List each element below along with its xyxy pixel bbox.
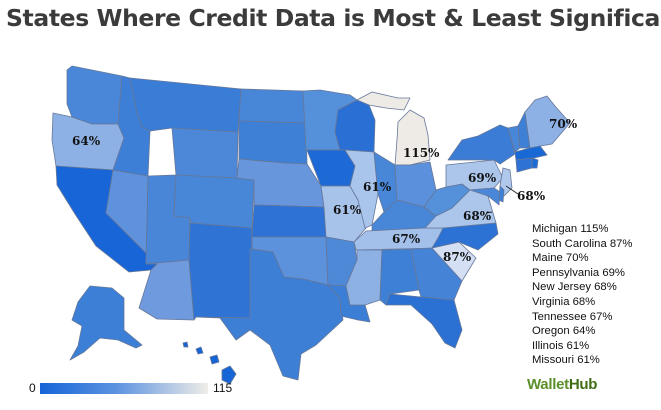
color-scale-max-label: 115 <box>213 381 233 395</box>
legend-item: Illinois 61% <box>532 339 590 352</box>
logo-text-wallet: Wallet <box>527 376 569 393</box>
map-label-new-jersey: 68% <box>517 189 546 203</box>
state-south-dakota <box>238 120 308 165</box>
state-michigan-upper <box>356 91 411 111</box>
state-north-dakota <box>238 88 307 124</box>
wallethub-logo: WalletHub <box>527 376 597 393</box>
legend-item: Virginia 68% <box>532 295 596 308</box>
state-texas <box>195 248 344 381</box>
map-label-missouri: 61% <box>333 203 362 217</box>
legend-item: Tennessee 67% <box>532 310 613 323</box>
leader-line-virginia <box>485 211 493 214</box>
legend-item: Oregon 64% <box>532 325 596 338</box>
state-hawaii-kauai <box>182 341 189 348</box>
map-label-tennessee: 67% <box>392 232 421 246</box>
state-connecticut <box>515 157 533 173</box>
map-label-maine: 70% <box>549 117 578 131</box>
state-montana <box>129 77 242 133</box>
legend-item: South Carolina 87% <box>532 237 633 250</box>
state-hawaii-oahu <box>195 346 204 355</box>
color-scale-bar <box>40 383 208 394</box>
state-kansas <box>251 204 327 238</box>
state-wyoming <box>171 127 239 179</box>
map-label-virginia: 68% <box>463 209 492 223</box>
state-alaska <box>69 285 143 361</box>
leader-line-new-jersey <box>505 185 519 195</box>
legend-item: Missouri 61% <box>532 354 600 367</box>
color-scale-min-label: 0 <box>29 381 36 395</box>
state-north-carolina <box>431 222 499 251</box>
map-label-pennsylvania: 69% <box>468 171 497 185</box>
map-label-south-carolina: 87% <box>443 250 472 264</box>
legend-item: New Jersey 68% <box>532 281 617 294</box>
state-hawaii-big <box>221 365 237 385</box>
state-michigan-lower <box>394 109 431 166</box>
legend-item: Michigan 115% <box>532 223 609 235</box>
ranking-legend: Michigan 115% South Carolina 87% Maine 7… <box>532 222 632 368</box>
state-rhode-island <box>531 157 539 169</box>
map-label-illinois: 61% <box>363 180 392 194</box>
state-delaware <box>498 185 505 203</box>
map-title: States Where Credit Data is Most & Least… <box>6 4 661 32</box>
state-hawaii-maui <box>209 354 220 365</box>
state-new-mexico <box>188 222 253 321</box>
state-florida <box>385 293 463 349</box>
state-new-york <box>447 124 516 165</box>
legend-item: Pennsylvania 69% <box>532 266 625 279</box>
legend-item: Maine 70% <box>532 252 589 265</box>
logo-text-hub: Hub <box>568 376 598 393</box>
state-washington <box>66 65 123 125</box>
map-label-michigan: 115% <box>403 146 440 160</box>
map-label-oregon: 64% <box>72 134 101 148</box>
